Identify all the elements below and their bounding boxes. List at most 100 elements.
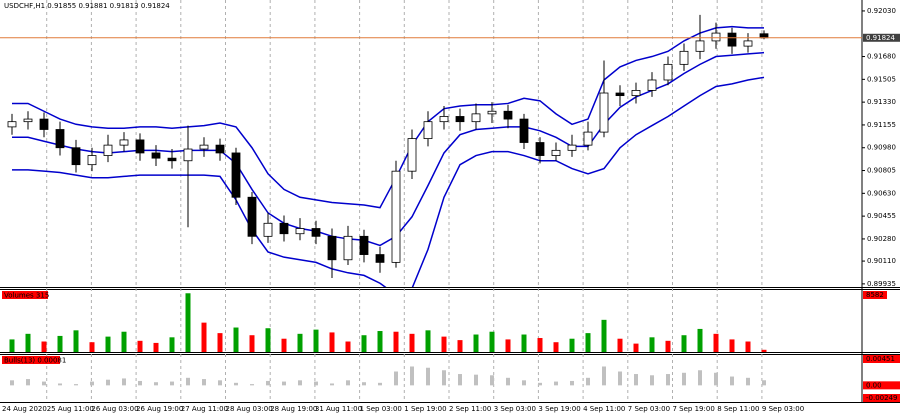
- volume-bar: [537, 338, 543, 352]
- volume-bar: [137, 340, 143, 352]
- bulls-bar: [234, 382, 238, 386]
- candle-body: [503, 110, 513, 120]
- x-tick-label: 2 Sep 11:00: [449, 405, 491, 413]
- volume-bar: [489, 331, 495, 352]
- bulls-bar: [90, 381, 94, 386]
- bulls-bar: [522, 380, 526, 386]
- bulls-bar: [714, 372, 718, 386]
- volume-bar: [233, 327, 239, 352]
- bulls-bar: [58, 383, 62, 386]
- y-tick-label: 0.90805: [867, 167, 896, 175]
- volume-bar: [473, 334, 479, 352]
- candle-body: [7, 121, 17, 128]
- band-upper: [12, 25, 764, 209]
- pane-label-box: [2, 291, 48, 299]
- candle-body: [183, 148, 193, 162]
- volume-bar: [249, 335, 255, 352]
- y-tick-label: 0.90280: [867, 235, 896, 243]
- candle-body: [87, 155, 97, 166]
- candle-body: [551, 149, 561, 156]
- volume-bar: [169, 337, 175, 352]
- candle-body: [439, 116, 449, 123]
- current-price-label: 0.91824: [866, 34, 895, 42]
- bulls-bar: [122, 378, 126, 386]
- x-tick-label: 3 Sep 03:00: [494, 405, 536, 413]
- volume-bar: [41, 341, 47, 352]
- candle-body: [519, 118, 529, 143]
- bulls-bar: [314, 381, 318, 386]
- candle-body: [471, 113, 481, 123]
- candle-body: [231, 152, 241, 198]
- candle-body: [295, 228, 305, 235]
- volume-bar: [409, 333, 415, 352]
- volume-bar: [761, 349, 767, 352]
- bulls-bar: [442, 370, 446, 386]
- volume-bar: [25, 333, 31, 352]
- candle-body: [743, 40, 753, 47]
- volume-bar: [729, 339, 735, 352]
- candle-body: [151, 152, 161, 159]
- y-tick-label: 0.91155: [867, 121, 896, 129]
- bulls-bar: [394, 371, 398, 386]
- x-tick-label: 7 Sep 19:00: [673, 405, 715, 413]
- x-tick-label: 25 Aug 11:00: [47, 405, 94, 413]
- volume-bar: [617, 338, 623, 352]
- volume-bar: [425, 330, 431, 352]
- chart-title: USDCHF,H1 0.91855 0.91881 0.91813 0.9182…: [4, 2, 170, 10]
- candle-body: [423, 121, 433, 140]
- volume-bar: [121, 331, 127, 352]
- bulls-bar: [298, 380, 302, 386]
- bulls-bar: [106, 379, 110, 386]
- volume-bar: [649, 337, 655, 352]
- candle-body: [279, 222, 289, 235]
- candle-body: [583, 131, 593, 146]
- volume-bar: [745, 341, 751, 352]
- candle-body: [599, 92, 609, 133]
- candle-body: [647, 79, 657, 91]
- volume-bar: [505, 339, 511, 352]
- x-tick-label: 3 Sep 19:00: [538, 405, 580, 413]
- volume-bar: [201, 322, 207, 352]
- bulls-bar: [250, 384, 254, 386]
- volume-bar: [697, 328, 703, 352]
- candle-body: [103, 144, 113, 156]
- volume-bar: [297, 333, 303, 352]
- bulls-bar: [10, 380, 14, 386]
- bulls-bar: [138, 380, 142, 386]
- bulls-bar: [26, 379, 30, 386]
- volume-bar: [441, 336, 447, 352]
- candle-body: [215, 144, 225, 154]
- x-tick-label: 1 Sep 03:00: [360, 405, 402, 413]
- bulls-bar: [570, 380, 574, 386]
- y-tick-box: [863, 291, 887, 299]
- candle-body: [727, 32, 737, 47]
- bulls-bar: [602, 366, 606, 386]
- y-tick-label: 0.89935: [867, 280, 896, 288]
- bulls-bar: [282, 381, 286, 386]
- candle-body: [567, 144, 577, 151]
- bulls-bar: [330, 383, 334, 386]
- bulls-bar: [650, 375, 654, 386]
- volume-bar: [329, 332, 335, 352]
- y-tick-box: [863, 381, 900, 390]
- y-tick-label: 0.90980: [867, 144, 896, 152]
- y-tick-label: 0.90630: [867, 189, 896, 197]
- bulls-bar: [586, 377, 590, 386]
- grid: [46, 0, 763, 402]
- candle-body: [343, 235, 353, 261]
- candle-body: [631, 90, 641, 97]
- bulls-bar: [346, 380, 350, 386]
- volume-bar: [265, 328, 271, 352]
- volume-bar: [73, 330, 79, 352]
- y-tick-label: 0.92030: [867, 7, 896, 15]
- bulls-bar: [458, 374, 462, 386]
- bulls-bar: [74, 384, 78, 386]
- x-tick-label: 1 Sep 19:00: [404, 405, 446, 413]
- volume-bar: [457, 340, 463, 352]
- volume-bar: [57, 335, 63, 352]
- candle-body: [23, 118, 33, 123]
- y-tick-box: [863, 355, 900, 363]
- volume-bar: [89, 342, 95, 352]
